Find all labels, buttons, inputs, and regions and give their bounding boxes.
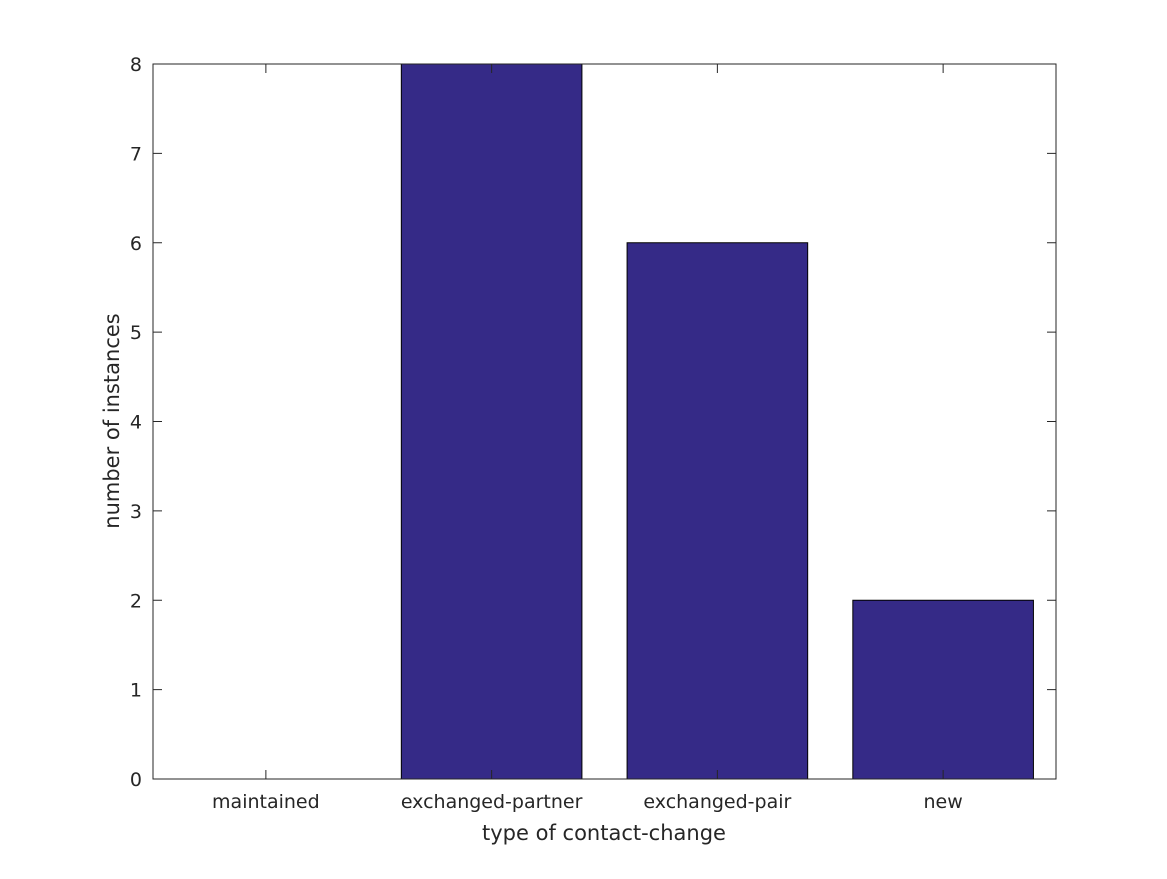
y-tick-label: 1 — [130, 680, 142, 702]
plot-frame — [152, 63, 1057, 780]
y-tick-label: 0 — [130, 769, 142, 791]
bar-exchanged-partner — [400, 63, 583, 780]
bar-exchanged-pair — [626, 242, 809, 780]
x-tick-label: maintained — [212, 791, 320, 813]
y-axis-label: number of instances — [100, 313, 124, 528]
y-tick-label: 4 — [130, 412, 142, 434]
bar-new — [852, 599, 1034, 780]
y-tick-label: 6 — [130, 233, 142, 255]
y-tick-label: 5 — [130, 322, 142, 344]
x-tick-label: exchanged-pair — [643, 791, 791, 813]
y-tick-label: 7 — [130, 143, 142, 165]
y-tick-label: 8 — [130, 54, 142, 76]
x-axis-label: type of contact-change — [482, 821, 726, 845]
bars-layer — [400, 63, 1034, 780]
x-tick-label: exchanged-partner — [401, 791, 583, 813]
x-tick-label: new — [923, 791, 962, 813]
y-tick-label: 2 — [130, 590, 142, 612]
y-tick-label: 3 — [130, 501, 142, 523]
y-tick-labels: 0 1 2 3 4 5 6 7 8 — [130, 54, 142, 791]
x-tick-labels: maintained exchanged-partner exchanged-pai… — [212, 791, 963, 813]
